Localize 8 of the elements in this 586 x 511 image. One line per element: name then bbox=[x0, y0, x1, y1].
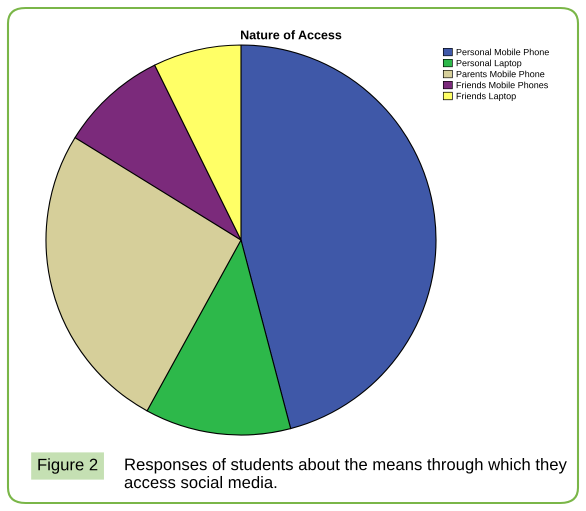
legend-label: Personal Laptop bbox=[456, 60, 522, 68]
legend-label: Parents Mobile Phone bbox=[456, 70, 544, 78]
text: Responses of students about the means through which they access social media. bbox=[124, 458, 567, 488]
legend-label: Friends Mobile Phones bbox=[456, 82, 548, 88]
legend-label: Friends Laptop bbox=[456, 92, 516, 102]
legend-label: Personal Mobile Phone bbox=[456, 48, 549, 56]
caption: Figure 2 bbox=[38, 458, 98, 474]
chart-title: Nature of Access bbox=[241, 30, 342, 40]
